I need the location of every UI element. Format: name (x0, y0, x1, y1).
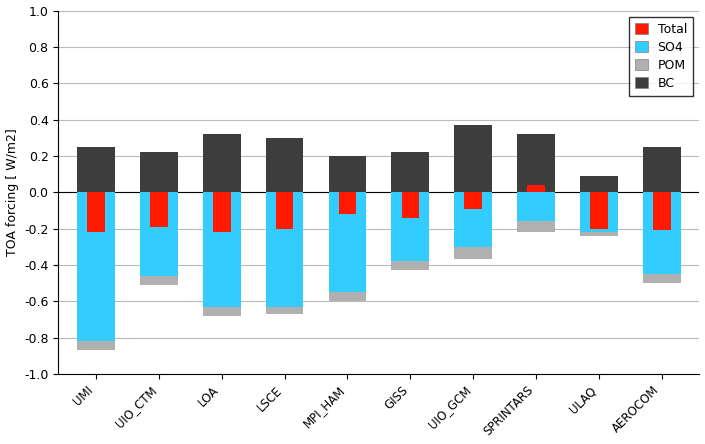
Bar (140, 276, 178, 285)
Bar (391, 192, 429, 261)
Bar (77, 341, 115, 350)
Bar (391, 152, 429, 192)
Bar (203, 307, 240, 316)
Bar (213, 192, 231, 232)
Bar (203, 134, 240, 192)
Bar (140, 152, 178, 192)
Bar (391, 261, 429, 270)
Bar (527, 185, 545, 192)
Bar (266, 138, 303, 192)
Bar (580, 176, 618, 192)
Bar (203, 192, 240, 307)
Bar (517, 221, 555, 232)
Bar (643, 274, 680, 283)
Bar (402, 192, 419, 218)
Bar (150, 192, 168, 227)
Bar (276, 192, 293, 229)
Bar (653, 192, 670, 230)
Bar (77, 147, 115, 192)
Bar (266, 192, 303, 307)
Bar (590, 192, 608, 229)
Bar (338, 192, 356, 214)
Bar (517, 134, 555, 192)
Bar (454, 247, 492, 259)
Bar (77, 192, 115, 341)
Bar (329, 156, 367, 192)
Bar (140, 192, 178, 276)
Bar (580, 232, 618, 236)
Legend: Total, SO4, POM, BC: Total, SO4, POM, BC (629, 17, 693, 96)
Bar (643, 147, 680, 192)
Bar (266, 307, 303, 314)
Bar (454, 125, 492, 192)
Y-axis label: TOA forcing [ W/m2]: TOA forcing [ W/m2] (6, 128, 18, 256)
Bar (87, 192, 105, 232)
Bar (517, 192, 555, 221)
Bar (329, 292, 367, 301)
Bar (580, 192, 618, 232)
Bar (643, 192, 680, 274)
Bar (329, 192, 367, 292)
Bar (465, 192, 482, 209)
Bar (454, 192, 492, 247)
